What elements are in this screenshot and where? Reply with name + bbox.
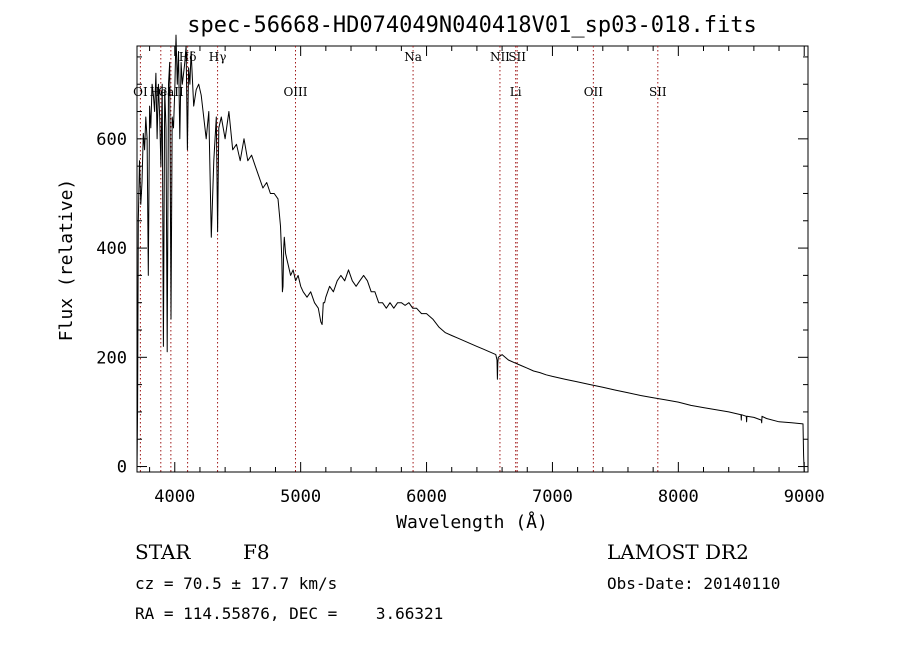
y-axis-label: Flux (relative) [56,179,77,342]
spectral-subclass: F8 [243,540,270,564]
x-tick-label-0: 4000 [154,487,195,507]
object-type: STAR [135,540,191,564]
line-marker-label-10: OII [584,85,604,99]
line-marker-label-8: OIII [283,85,307,99]
x-tick-label-2: 6000 [406,487,447,507]
redshift-cz: cz = 70.5 ± 17.7 km/s [135,574,338,593]
line-marker-label-11: SII [649,85,667,99]
y-tick-label-3: 600 [96,130,127,150]
series-layer [136,34,805,473]
y-tick-label-2: 400 [96,239,127,259]
x-tick-label-1: 5000 [280,487,321,507]
x-tick-label-4: 8000 [658,487,699,507]
plot-frame [136,45,809,473]
line-marker-label-2: Na [404,50,422,64]
line-marker-label-1: Hγ [209,50,227,64]
axis-layer: 4000 5000 6000 7000 8000 9000 0 200 400 600 [96,46,825,507]
y-tick-label-0: 0 [117,458,127,478]
spectrum-line [136,34,805,473]
chart-title: spec-56668-HD074049N040418V01_sp03-018.f… [187,13,757,38]
x-axis-label: Wavelength (Å) [396,511,548,533]
survey-name: LAMOST DR2 [607,540,749,564]
y-tick-label-1: 200 [96,348,127,368]
line-marker-label-5: OI [133,85,148,99]
line-marker-label-3: NII [490,50,510,64]
coordinates: RA = 114.55876, DEC = 3.66321 [135,604,444,623]
x-tick-label-3: 7000 [532,487,573,507]
line-marker-label-0: Hδ [179,50,197,64]
x-tick-label-5: 9000 [784,487,825,507]
observation-date: Obs-Date: 20140110 [607,574,781,593]
line-marker-label-9: Li [510,85,522,99]
line-marker-label-4: SII [508,50,526,64]
